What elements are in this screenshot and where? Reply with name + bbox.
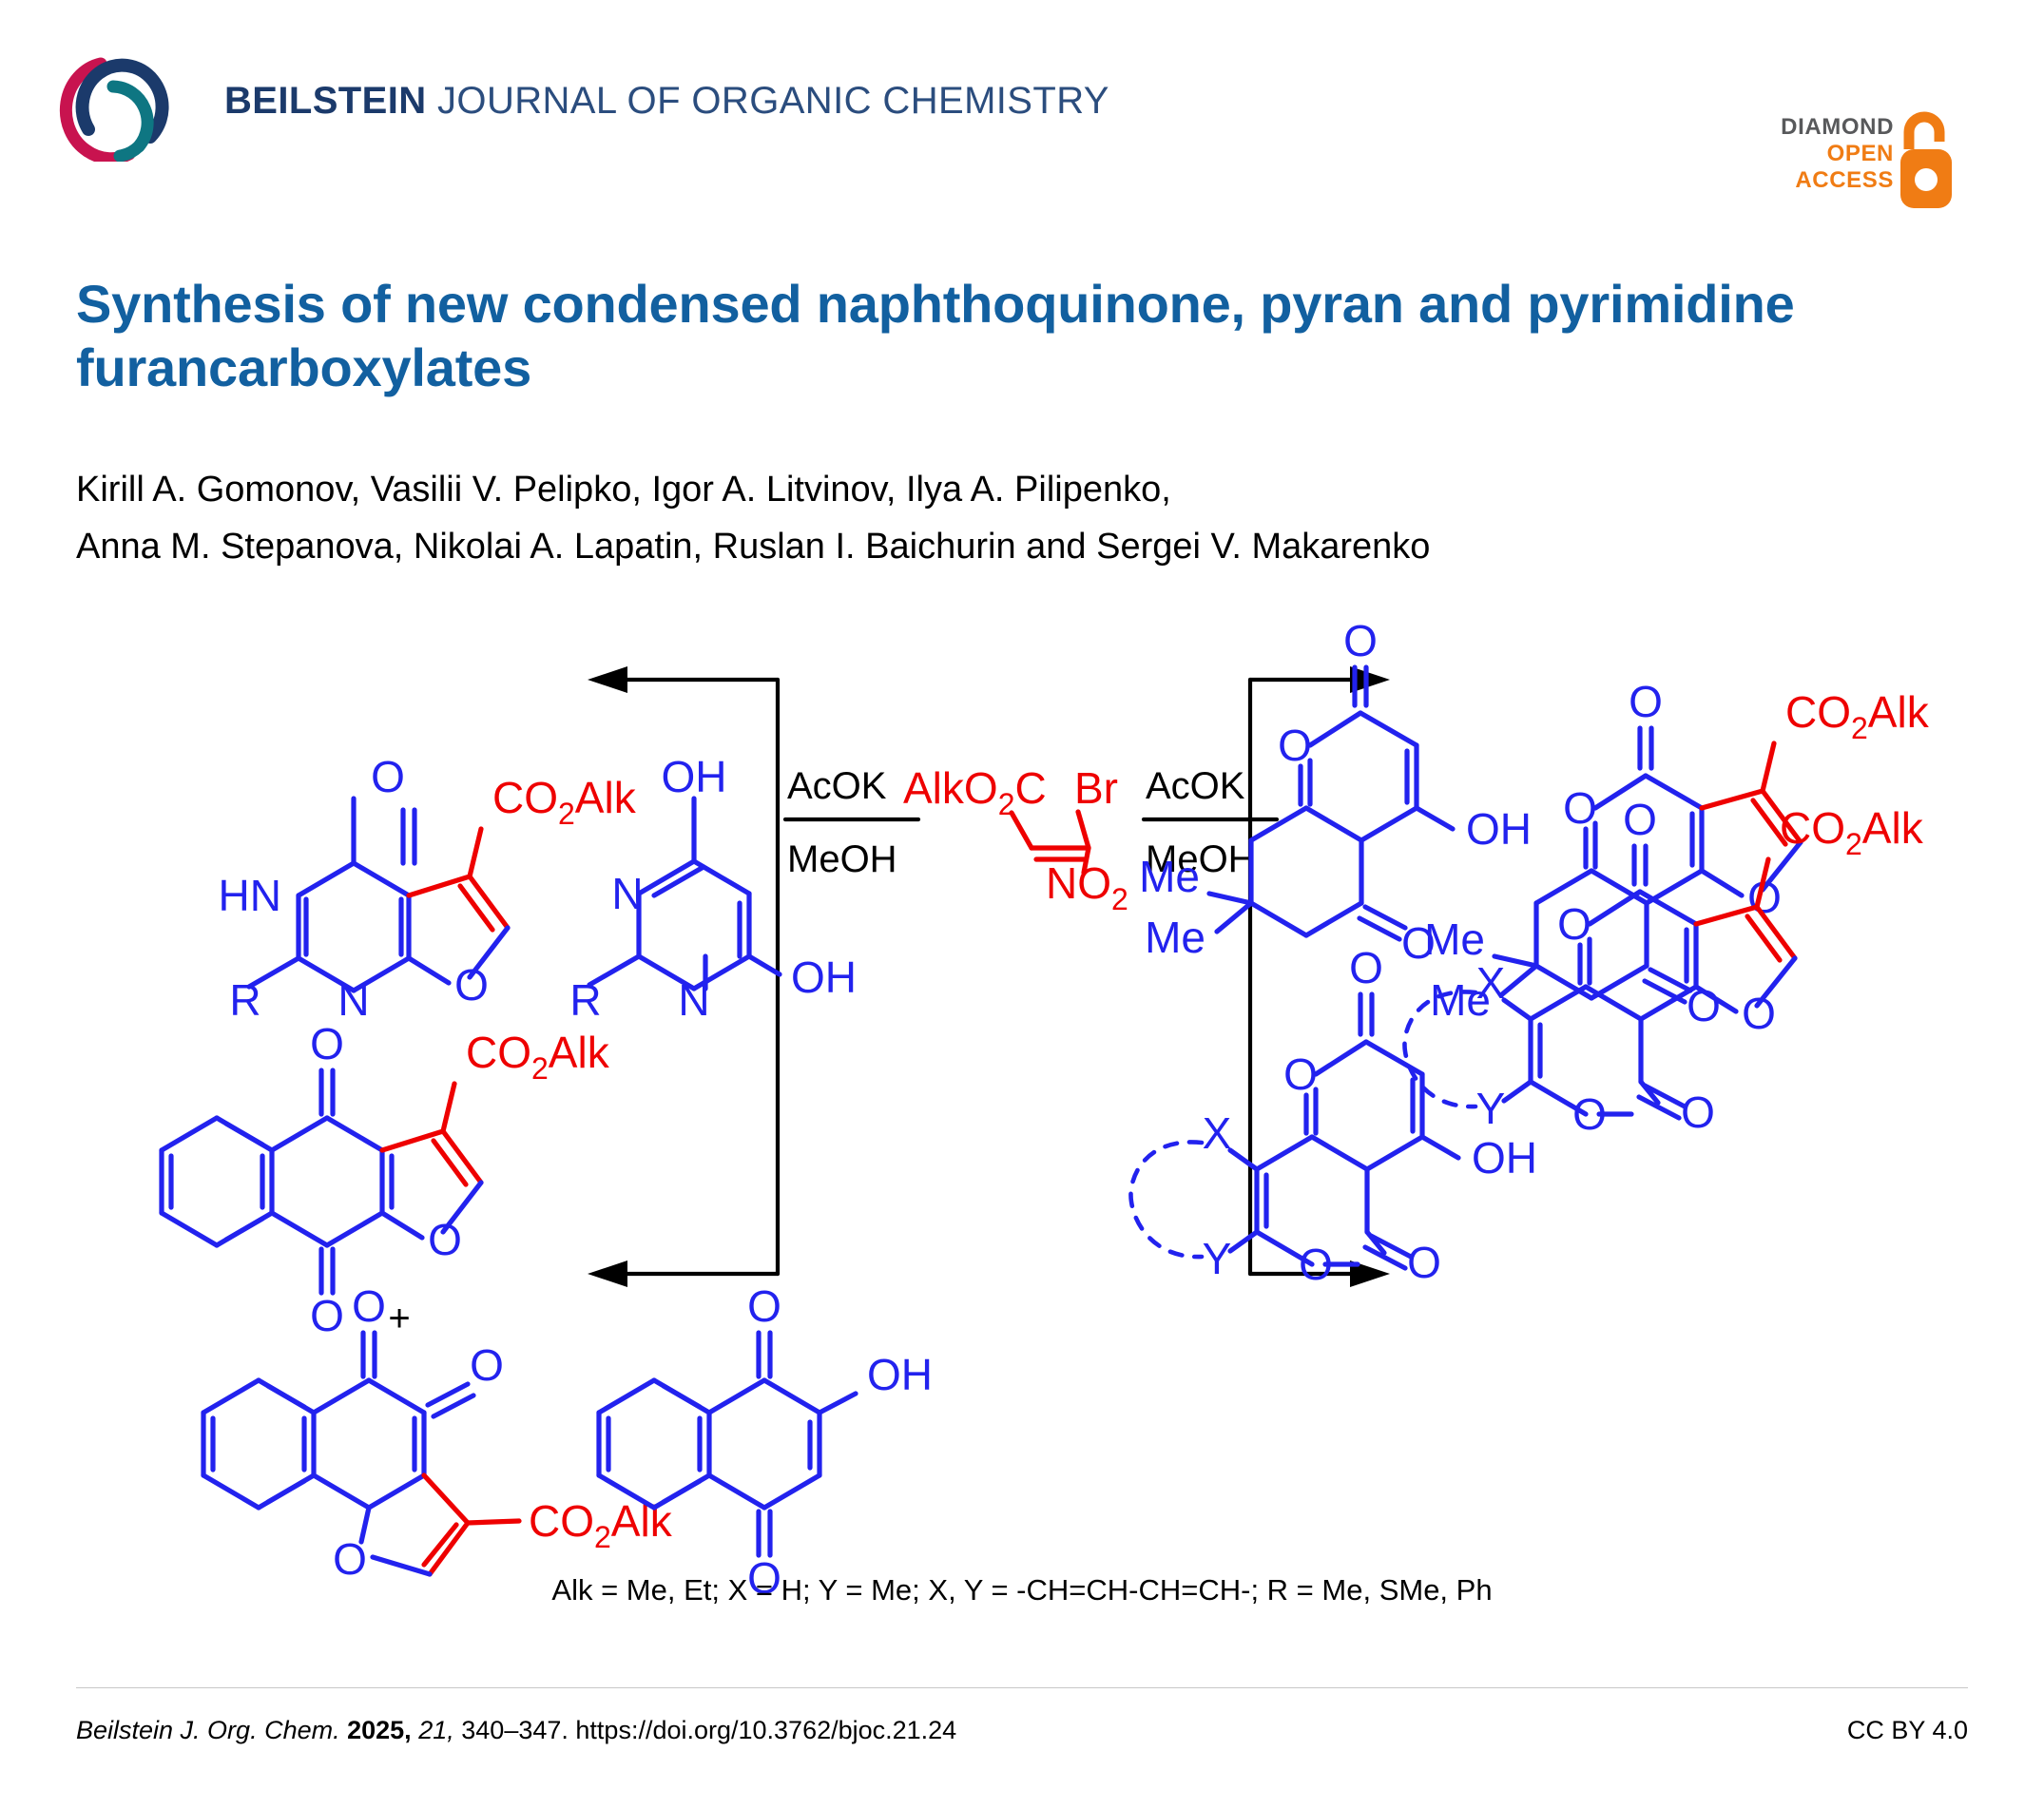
open-access-badge: DIAMOND OPEN ACCESS [1755,55,1995,208]
plus-sign: + [388,1298,410,1339]
label-N: N [337,975,369,1025]
structure-furopyrimidinone-product: O HN N R O CO2Alk [219,752,637,1025]
open-access-text: DIAMOND OPEN ACCESS [1781,114,1894,194]
citation-pages: 340–347. [461,1716,569,1744]
license-label: CC BY 4.0 [1846,1716,1968,1744]
label-O-lactone: O [1681,1087,1715,1137]
label-Me-1: Me [1424,914,1485,964]
citation-year: 2025, [347,1716,412,1744]
label-HN: HN [219,871,281,920]
journal-title-bold: BEILSTEIN [224,80,427,122]
conditions-right-top: AcOK [1146,765,1245,807]
label-Me-2: Me [1430,975,1491,1025]
label-R: R [229,975,260,1025]
label-CO2Alk: CO2Alk [1785,687,1930,745]
label-furan-O: O [428,1215,462,1264]
label-CO2Alk: CO2Alk [1780,803,1924,861]
label-pyran-O-top: O [1557,899,1591,949]
structure-xy-pyranopyranone-substrate: O O OH O O X Y [1128,943,1537,1289]
label-OH: OH [1466,804,1532,854]
label-OH-top: OH [662,752,727,801]
label-O-top: O [747,1281,781,1331]
label-O-top: O [1623,795,1657,844]
label-furan-O: O [454,960,489,1010]
structure-lawsone-substrate: O O OH [596,1281,933,1603]
journal-title: BEILSTEIN JOURNAL OF ORGANIC CHEMISTRY [224,80,1109,123]
structure-angular-naphthofuranquinone-product: O O O CO2Alk [201,1281,673,1584]
label-OH: OH [1472,1133,1537,1183]
structure-nitroacrylate-reagent: AlkO2C Br NO2 [903,763,1128,916]
oa-access-label: ACCESS [1795,167,1894,194]
author-list: Kirill A. Gomonov, Vasilii V. Pelipko, I… [76,461,1977,575]
label-OH-right: OH [791,953,857,1002]
beilstein-logo-icon [59,55,171,165]
page-title: Synthesis of new condensed naphthoquinon… [76,274,1795,398]
label-R: R [569,975,601,1025]
label-Y: Y [1476,1084,1506,1133]
label-N-left: N [611,869,643,918]
label-O-ketone: O [1401,918,1436,968]
label-X: X [1476,958,1506,1008]
svg-text:Br: Br [1074,763,1118,813]
label-O-top: O [352,1281,386,1331]
oa-open-label: OPEN [1826,141,1894,167]
citation-doi[interactable]: https://doi.org/10.3762/bjoc.21.24 [575,1716,957,1744]
label-O: O [371,752,405,801]
label-O-ortho: O [470,1340,504,1390]
arrow-left-group [588,666,781,1287]
author-line-1: Kirill A. Gomonov, Vasilii V. Pelipko, I… [76,470,1171,510]
conditions-left: AcOK MeOH [782,765,921,880]
label-Y: Y [1203,1234,1232,1283]
open-lock-icon [1896,107,1957,214]
citation-volume: 21, [418,1716,454,1744]
oa-diamond-label: DIAMOND [1781,114,1894,140]
label-furan-O: O [333,1534,367,1584]
label-O-lactone: O [1629,677,1663,726]
label-pyran-O-bottom: O [1299,1240,1333,1289]
conditions-right: AcOK MeOH [1141,765,1280,880]
reaction-scheme: .bl { stroke:#2222ee; stroke-width:5.2; … [0,608,2044,1645]
label-O-top: O [1349,943,1383,992]
svg-text:NO2: NO2 [1046,858,1128,916]
conditions-right-bottom: MeOH [1146,838,1256,880]
label-OH: OH [867,1350,933,1399]
svg-text:AlkO2C: AlkO2C [903,763,1047,821]
conditions-left-top: AcOK [787,765,887,807]
structure-xy-furopyranopyranone-product: O O O O O X Y CO2Alk [1402,795,1924,1139]
citation-journal: Beilstein J. Org. Chem. [76,1716,340,1744]
conditions-left-bottom: MeOH [787,838,897,880]
label-X: X [1203,1108,1232,1158]
journal-header: BEILSTEIN JOURNAL OF ORGANIC CHEMISTRY D… [0,0,2044,208]
structure-dimedone-pyranone-substrate: O O OH O Me Me [1139,616,1532,968]
label-Me-2: Me [1145,913,1205,962]
label-pyran-O-bottom: O [1572,1089,1607,1139]
label-furan-O: O [1742,989,1776,1038]
label-CO2Alk: CO2Alk [466,1028,610,1086]
label-O-top: O [310,1019,344,1068]
footer-divider [76,1687,1968,1688]
author-line-2: Anna M. Stepanova, Nikolai A. Lapatin, R… [76,527,1431,568]
scheme-caption: Alk = Me, Et; X = H; Y = Me; X, Y = -CH=… [551,1573,1493,1607]
arrow-right-group [1247,666,1390,1287]
label-Me-1: Me [1139,852,1200,901]
label-O-lactone: O [1407,1238,1441,1287]
label-pyran-O: O [1563,783,1597,833]
journal-title-light: JOURNAL OF ORGANIC CHEMISTRY [426,80,1109,122]
citation-line: Beilstein J. Org. Chem. 2025, 21, 340–34… [76,1716,956,1745]
label-pyran-O-top: O [1283,1049,1318,1099]
structure-dihydroxypyrimidine-substrate: OH N N R OH [569,752,857,1025]
structure-linear-naphthofuranquinone-product: O O O CO2Alk [159,1019,610,1340]
reaction-scheme-svg: .bl { stroke:#2222ee; stroke-width:5.2; … [159,616,1930,1603]
label-pyran-O: O [1278,721,1312,770]
label-CO2Alk: CO2Alk [492,773,637,831]
label-O-top: O [1343,616,1378,665]
label-O-bottom: O [747,1553,781,1603]
label-N-bottom: N [678,975,709,1025]
label-O-bottom: O [310,1291,344,1340]
